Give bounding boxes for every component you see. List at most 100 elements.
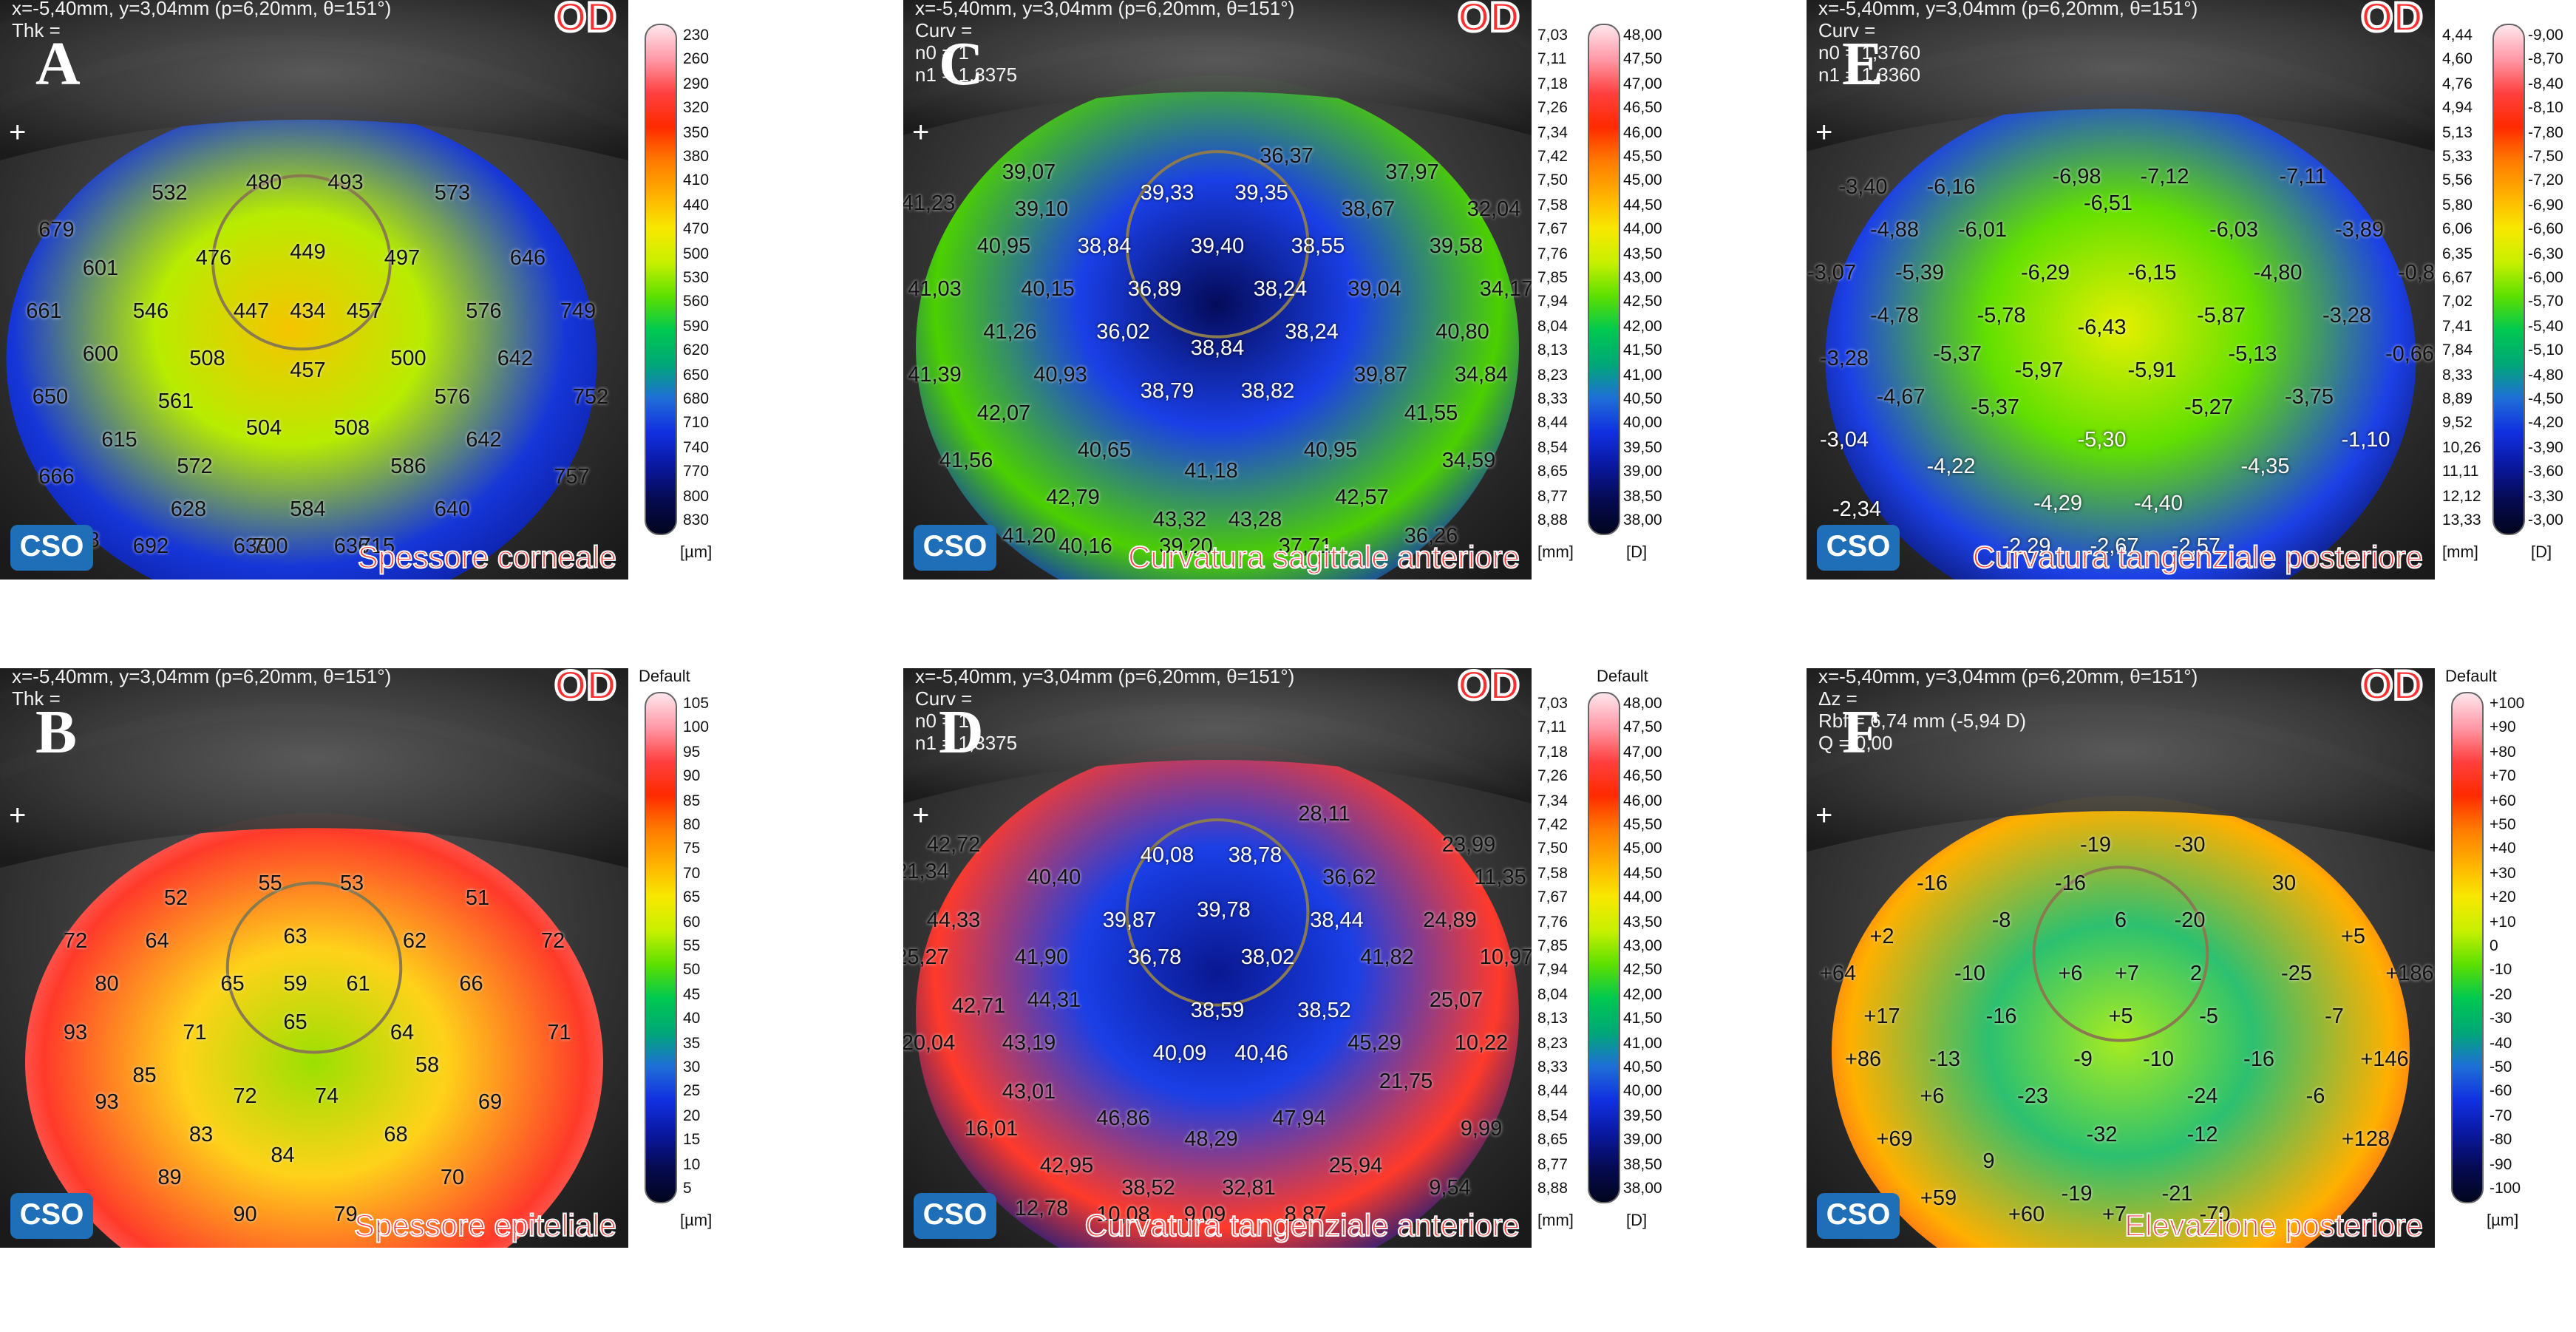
scale-tick-label: 8,77 (1537, 1155, 1568, 1174)
scale-tick-label: 8,04 (1537, 985, 1568, 1004)
scale-tick-label-diopter: -7,50 (2528, 148, 2563, 166)
pupil-ring (225, 881, 403, 1054)
scale-preset-label[interactable]: Default (2445, 668, 2497, 686)
scale-tick-label: 8,88 (1537, 512, 1568, 529)
scale-tick-label-diopter: 43,50 (1623, 913, 1662, 931)
map-panel-f[interactable]: x=-5,40mm, y=3,04mm (p=6,20mm, θ=151°) Δz… (1807, 668, 2435, 1248)
map-title: Curvatura tangenziale posteriore (1972, 540, 2424, 576)
scale-tick-label: +90 (2490, 718, 2516, 737)
scale-tick-label: 7,34 (1537, 123, 1568, 142)
map-index-n1: n1 = 1,3375 (915, 64, 1018, 86)
crosshair-icon: + (1815, 117, 1833, 149)
scale-tick-label: 8,13 (1537, 342, 1568, 360)
scale-preset-label[interactable]: Default (639, 668, 690, 686)
map-panel-d[interactable]: x=-5,40mm, y=3,04mm (p=6,20mm, θ=151°) Cu… (903, 668, 1532, 1248)
map-index-n1: Q = 0,00 (1818, 732, 1893, 754)
eye-label: OD (2359, 668, 2424, 710)
scale-tick-label-diopter: 39,00 (1623, 1131, 1662, 1149)
scale-tick-label: 530 (683, 269, 710, 287)
map-measure-label: Curv = (915, 687, 973, 710)
panel-letter: B (35, 699, 78, 767)
scale-tick-label: 230 (683, 27, 710, 44)
crosshair-icon: + (9, 117, 27, 149)
scale-tick-label: -50 (2490, 1059, 2512, 1076)
scale-tick-label: 4,76 (2442, 75, 2473, 93)
topography-map (0, 668, 628, 1248)
scale-preset-label[interactable]: Default (1597, 668, 1648, 686)
scale-tick-label: 770 (683, 463, 710, 481)
scale-tick-label: 7,18 (1537, 75, 1568, 93)
scale-tick-label-diopter: -3,00 (2528, 512, 2563, 529)
pupil-ring (1125, 150, 1310, 339)
scale-tick-label-diopter: -4,50 (2528, 390, 2563, 408)
scale-tick-label: 90 (683, 767, 701, 786)
scale-tick-label: 8,77 (1537, 487, 1568, 506)
scale-tick-label: 9,52 (2442, 414, 2473, 432)
scale-tick-label-diopter: 43,50 (1623, 245, 1662, 263)
position-readout: x=-5,40mm, y=3,04mm (p=6,20mm, θ=151°) (915, 668, 1295, 687)
scale-tick-label: 560 (683, 293, 710, 311)
scale-tick-label: 8,04 (1537, 317, 1568, 336)
cso-logo: CSO (914, 1193, 996, 1239)
scale-tick-label-diopter: 44,50 (1623, 196, 1662, 214)
map-panel-c[interactable]: x=-5,40mm, y=3,04mm (p=6,20mm, θ=151°) Cu… (903, 0, 1532, 580)
scale-tick-label: 7,67 (1537, 888, 1568, 907)
scale-unit-left: [mm] (1537, 544, 1574, 562)
scale-tick-label: 7,03 (1537, 695, 1568, 713)
scale-tick-label: 830 (683, 512, 710, 529)
eye-label: OD (553, 0, 618, 41)
scale-tick-label: 65 (683, 888, 701, 907)
scale-tick-label: 7,94 (1537, 961, 1568, 979)
scale-tick-label-diopter: -5,40 (2528, 317, 2563, 336)
scale-tick-label-diopter: 39,50 (1623, 438, 1662, 457)
scale-tick-label: 290 (683, 75, 710, 93)
scale-tick-label: 8,33 (1537, 390, 1568, 408)
panel-letter: A (35, 31, 81, 99)
scale-tick-label-diopter: 41,50 (1623, 1010, 1662, 1028)
scale-tick-label: 470 (683, 220, 710, 239)
map-index-n0: n0 = 1,3760 (1818, 41, 1921, 64)
scale-tick-label: 8,65 (1537, 1131, 1568, 1149)
scale-tick-label: -10 (2490, 961, 2512, 979)
scale-tick-label-diopter: 46,50 (1623, 99, 1662, 118)
scale-unit: [µm] (680, 1212, 713, 1230)
scale-tick-label: +80 (2490, 743, 2516, 761)
map-panel-b[interactable]: x=-5,40mm, y=3,04mm (p=6,20mm, θ=151°) Th… (0, 668, 628, 1248)
topography-map (903, 668, 1532, 1248)
scale-tick-label: 7,76 (1537, 245, 1568, 263)
map-title: Spessore epiteliale (353, 1209, 617, 1244)
scale-tick-label: 10,26 (2442, 438, 2481, 457)
scale-tick-label: 7,03 (1537, 27, 1568, 44)
scale-tick-label: +50 (2490, 816, 2516, 834)
scale-tick-label: 260 (683, 50, 710, 69)
scale-tick-label: 8,33 (1537, 1059, 1568, 1076)
scale-tick-label: -20 (2490, 985, 2512, 1004)
scale-tick-label: -70 (2490, 1107, 2512, 1125)
scale-tick-label: 8,54 (1537, 1107, 1568, 1125)
scale-tick-label-diopter: -3,60 (2528, 463, 2563, 481)
scale-tick-label: -60 (2490, 1082, 2512, 1101)
color-scale-bar (2451, 692, 2484, 1203)
scale-tick-label: 5 (683, 1180, 692, 1197)
scale-tick-label: 50 (683, 961, 701, 979)
scale-tick-label-diopter: -9,00 (2528, 27, 2563, 44)
scale-unit-left: [mm] (1537, 1212, 1574, 1230)
scale-tick-label: +20 (2490, 888, 2516, 907)
map-title: Spessore corneale (357, 540, 617, 576)
scale-tick-label: 7,26 (1537, 767, 1568, 786)
scale-tick-label: -30 (2490, 1010, 2512, 1028)
scale-tick-label: 7,42 (1537, 148, 1568, 166)
color-scale-bar (1588, 24, 1620, 535)
scale-tick-label: 350 (683, 123, 710, 142)
map-panel-e[interactable]: x=-5,40mm, y=3,04mm (p=6,20mm, θ=151°) Cu… (1807, 0, 2435, 580)
scale-tick-label: 7,02 (2442, 293, 2473, 311)
pupil-ring (1125, 818, 1310, 1007)
map-panel-a[interactable]: x=-5,40mm, y=3,04mm (p=6,20mm, θ=151°) Th… (0, 0, 628, 580)
scale-tick-label: +60 (2490, 792, 2516, 810)
scale-tick-label-diopter: 41,50 (1623, 342, 1662, 360)
eye-label: OD (2359, 0, 2424, 41)
map-measure-label: Δz = (1818, 687, 1858, 710)
scale-tick-label: 75 (683, 840, 701, 858)
scale-tick-label-diopter: 42,50 (1623, 293, 1662, 311)
